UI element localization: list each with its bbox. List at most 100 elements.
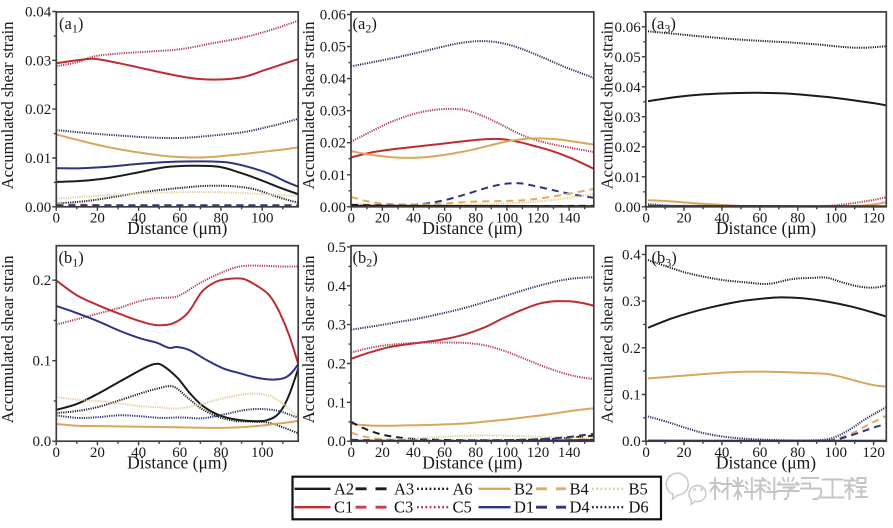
svg-text:(a3): (a3) xyxy=(652,14,676,36)
svg-text:B2: B2 xyxy=(514,479,533,498)
svg-text:40: 40 xyxy=(131,445,146,461)
svg-text:Accumulated shear strain: Accumulated shear strain xyxy=(299,22,318,190)
svg-text:0.04: 0.04 xyxy=(615,80,642,96)
svg-text:Distance (μm): Distance (μm) xyxy=(716,452,816,472)
svg-text:B5: B5 xyxy=(629,479,648,498)
svg-text:140: 140 xyxy=(558,445,581,461)
svg-text:0.2: 0.2 xyxy=(33,273,52,289)
svg-text:A2: A2 xyxy=(334,479,354,498)
svg-text:(a2): (a2) xyxy=(353,14,377,36)
svg-text:20: 20 xyxy=(375,445,390,461)
svg-text:0.03: 0.03 xyxy=(25,53,51,69)
svg-text:D4: D4 xyxy=(570,498,590,517)
svg-text:20: 20 xyxy=(677,210,692,226)
svg-text:0.1: 0.1 xyxy=(33,354,52,370)
svg-text:40: 40 xyxy=(406,445,421,461)
svg-text:D6: D6 xyxy=(629,498,649,517)
svg-text:Distance (μm): Distance (μm) xyxy=(127,218,227,238)
svg-text:40: 40 xyxy=(131,210,146,226)
svg-text:(a1): (a1) xyxy=(59,14,83,36)
svg-text:140: 140 xyxy=(558,210,581,226)
svg-text:Distance (μm): Distance (μm) xyxy=(422,452,522,472)
svg-text:C5: C5 xyxy=(453,498,472,517)
svg-text:D1: D1 xyxy=(514,498,534,517)
svg-text:0.06: 0.06 xyxy=(615,20,642,36)
svg-text:0.05: 0.05 xyxy=(615,50,641,66)
svg-text:0: 0 xyxy=(52,445,60,461)
svg-text:120: 120 xyxy=(862,445,885,461)
svg-text:60: 60 xyxy=(752,445,767,461)
svg-text:Accumulated shear strain: Accumulated shear strain xyxy=(299,256,318,424)
svg-text:60: 60 xyxy=(437,445,452,461)
svg-text:Distance (μm): Distance (μm) xyxy=(127,452,227,472)
svg-text:60: 60 xyxy=(172,210,187,226)
svg-text:20: 20 xyxy=(90,445,105,461)
svg-text:0.3: 0.3 xyxy=(622,294,641,310)
svg-text:(b1): (b1) xyxy=(59,248,84,270)
svg-text:0: 0 xyxy=(642,210,650,226)
svg-text:Accumulated shear strain: Accumulated shear strain xyxy=(0,22,17,190)
svg-text:C3: C3 xyxy=(394,498,413,517)
svg-text:(b3): (b3) xyxy=(652,248,677,270)
svg-text:100: 100 xyxy=(496,445,519,461)
svg-text:100: 100 xyxy=(824,210,847,226)
svg-text:20: 20 xyxy=(677,445,692,461)
svg-text:60: 60 xyxy=(437,210,452,226)
svg-text:0.02: 0.02 xyxy=(320,136,346,152)
svg-text:0.3: 0.3 xyxy=(327,318,346,334)
svg-text:120: 120 xyxy=(862,210,885,226)
svg-text:0.4: 0.4 xyxy=(327,279,346,295)
svg-text:0: 0 xyxy=(348,445,356,461)
svg-text:A3: A3 xyxy=(394,479,414,498)
svg-text:60: 60 xyxy=(752,210,767,226)
svg-text:0.0: 0.0 xyxy=(33,434,52,450)
svg-text:Distance (μm): Distance (μm) xyxy=(716,218,816,238)
svg-text:20: 20 xyxy=(90,210,105,226)
svg-text:0: 0 xyxy=(348,210,356,226)
svg-text:80: 80 xyxy=(214,445,229,461)
svg-text:80: 80 xyxy=(790,210,805,226)
svg-text:0.03: 0.03 xyxy=(320,104,346,120)
svg-text:Accumulated shear strain: Accumulated shear strain xyxy=(598,256,617,424)
svg-text:80: 80 xyxy=(214,210,229,226)
svg-text:Accumulated shear strain: Accumulated shear strain xyxy=(0,256,17,424)
svg-text:80: 80 xyxy=(468,210,483,226)
svg-text:Accumulated shear strain: Accumulated shear strain xyxy=(598,22,617,190)
svg-text:(b2): (b2) xyxy=(353,248,378,270)
svg-text:C1: C1 xyxy=(334,498,353,517)
svg-text:B4: B4 xyxy=(570,479,589,498)
svg-text:100: 100 xyxy=(824,445,847,461)
svg-text:40: 40 xyxy=(714,445,729,461)
svg-text:0.05: 0.05 xyxy=(320,40,346,56)
svg-text:0.2: 0.2 xyxy=(327,357,346,373)
svg-text:0.0: 0.0 xyxy=(327,434,346,450)
svg-text:0.01: 0.01 xyxy=(615,170,641,186)
svg-text:100: 100 xyxy=(251,445,274,461)
svg-text:0.4: 0.4 xyxy=(622,247,641,263)
svg-text:Distance (μm): Distance (μm) xyxy=(422,218,522,238)
svg-text:0.2: 0.2 xyxy=(622,341,641,357)
svg-text:0: 0 xyxy=(52,210,60,226)
svg-text:0.0: 0.0 xyxy=(622,434,641,450)
svg-text:60: 60 xyxy=(172,445,187,461)
svg-text:0.01: 0.01 xyxy=(320,168,346,184)
svg-text:80: 80 xyxy=(468,445,483,461)
svg-text:20: 20 xyxy=(375,210,390,226)
svg-text:100: 100 xyxy=(496,210,519,226)
svg-text:0.03: 0.03 xyxy=(615,110,641,126)
svg-text:100: 100 xyxy=(251,210,274,226)
svg-text:0.1: 0.1 xyxy=(327,395,346,411)
svg-text:120: 120 xyxy=(527,210,550,226)
svg-text:0.5: 0.5 xyxy=(327,240,346,256)
svg-text:0.06: 0.06 xyxy=(320,8,347,24)
svg-text:0.02: 0.02 xyxy=(615,140,641,156)
svg-text:40: 40 xyxy=(714,210,729,226)
svg-text:120: 120 xyxy=(527,445,550,461)
svg-text:0.00: 0.00 xyxy=(615,200,641,216)
svg-text:0.01: 0.01 xyxy=(25,151,51,167)
svg-text:0.04: 0.04 xyxy=(320,72,347,88)
svg-text:40: 40 xyxy=(406,210,421,226)
svg-text:0.02: 0.02 xyxy=(25,102,51,118)
svg-text:80: 80 xyxy=(790,445,805,461)
svg-text:0: 0 xyxy=(642,445,650,461)
